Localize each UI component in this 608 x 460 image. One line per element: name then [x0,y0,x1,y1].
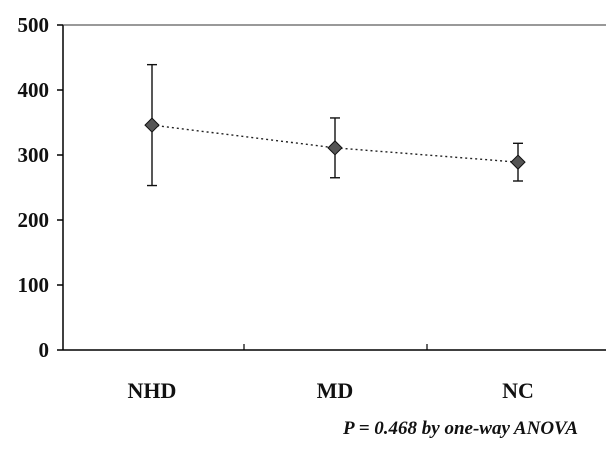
series-line-path [151,124,519,163]
x-category-label: NC [502,378,534,403]
data-point-marker [144,117,160,133]
error-bars [147,63,523,187]
y-tick-label: 400 [18,78,50,102]
y-tick-label: 300 [18,143,50,167]
y-tick-label: 500 [18,13,50,37]
anova-annotation: P = 0.468 by one-way ANOVA [342,418,578,439]
y-ticks: 0 100 200 300 400 500 [18,13,63,362]
y-tick-label: 0 [39,338,50,362]
data-points [144,117,526,170]
data-point-marker [327,140,343,156]
axes [62,24,606,351]
data-point-marker [510,154,526,170]
y-tick-label: 100 [18,273,50,297]
y-tick-label: 200 [18,208,50,232]
x-category-label: MD [317,378,354,403]
series-line [151,124,519,163]
x-ticks: NHD MD NC [128,344,534,403]
x-category-label: NHD [128,378,177,403]
